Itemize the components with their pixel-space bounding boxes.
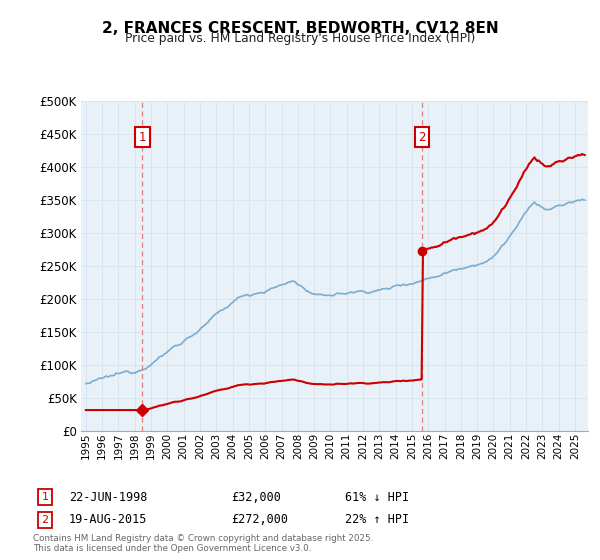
Text: 1: 1 [41, 492, 49, 502]
Text: 22-JUN-1998: 22-JUN-1998 [69, 491, 148, 504]
Text: 22% ↑ HPI: 22% ↑ HPI [345, 513, 409, 526]
Text: 1: 1 [139, 130, 146, 144]
Text: 2: 2 [418, 130, 426, 144]
Text: 19-AUG-2015: 19-AUG-2015 [69, 513, 148, 526]
Text: Contains HM Land Registry data © Crown copyright and database right 2025.
This d: Contains HM Land Registry data © Crown c… [33, 534, 373, 553]
Text: £32,000: £32,000 [231, 491, 281, 504]
Text: £272,000: £272,000 [231, 513, 288, 526]
Text: 2, FRANCES CRESCENT, BEDWORTH, CV12 8EN: 2, FRANCES CRESCENT, BEDWORTH, CV12 8EN [101, 21, 499, 36]
Text: Price paid vs. HM Land Registry's House Price Index (HPI): Price paid vs. HM Land Registry's House … [125, 32, 475, 45]
Text: 61% ↓ HPI: 61% ↓ HPI [345, 491, 409, 504]
Text: 2: 2 [41, 515, 49, 525]
